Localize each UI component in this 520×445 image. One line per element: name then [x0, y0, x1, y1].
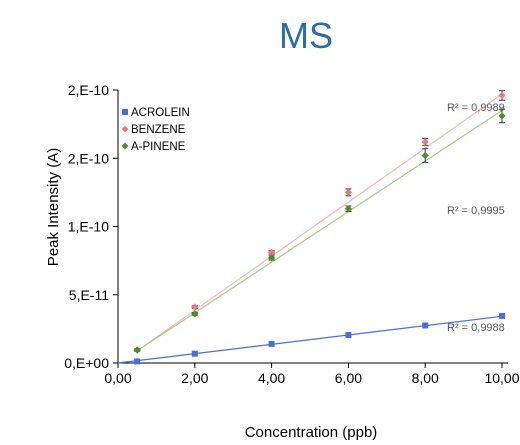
data-point-acrolein — [345, 332, 352, 339]
y-tick-label: 2,E-10 — [68, 150, 109, 166]
data-point-a-pinene — [191, 310, 199, 318]
y-tick-label: 1,E-10 — [68, 219, 109, 235]
x-tick-label: 0,00 — [104, 370, 131, 386]
data-point-benzene — [421, 138, 429, 146]
data-point-acrolein — [499, 312, 505, 319]
data-point-a-pinene — [133, 346, 141, 354]
legend-label: ACROLEIN — [131, 107, 190, 119]
data-point-benzene — [498, 91, 506, 100]
y-tick-label: 2,E-10 — [68, 82, 109, 98]
x-tick-label: 4,00 — [258, 370, 285, 386]
trendlines — [117, 93, 503, 364]
data-point-a-pinene — [498, 112, 506, 120]
trendline-acrolein — [117, 315, 503, 364]
x-axis-label: Concentration (ppb) — [245, 424, 378, 441]
data-point-benzene — [191, 303, 199, 311]
data-markers — [133, 90, 506, 365]
axes: 0,00 2,00 4,00 6,00 8,00 10,00 0,E+00 5,E-11 1,E… — [64, 82, 519, 386]
legend: ACROLEIN BENZENE A-PINENE — [121, 107, 190, 153]
y-tick-label: 5,E-11 — [69, 287, 109, 303]
trendline-a-pinene — [136, 109, 503, 352]
x-tick-label: 2,00 — [181, 370, 208, 386]
legend-marker — [121, 125, 129, 133]
x-tick-label: 8,00 — [412, 370, 439, 386]
data-point-a-pinene — [344, 205, 352, 213]
data-point-acrolein — [268, 340, 275, 347]
data-point-acrolein — [422, 322, 429, 329]
legend-label: A-PINENE — [131, 141, 186, 153]
r-squared-label: R² = 0,9988 — [447, 322, 505, 334]
data-point-acrolein — [134, 358, 141, 365]
r-squared-label: R² = 0,9989 — [447, 102, 505, 114]
legend-marker — [121, 142, 129, 150]
legend-marker — [122, 109, 128, 115]
data-point-benzene — [268, 248, 276, 257]
data-point-acrolein — [191, 350, 198, 357]
chart-title: MS — [279, 15, 333, 56]
data-point-a-pinene — [421, 151, 429, 160]
trendline-benzene — [136, 93, 503, 352]
r-squared-label: R² = 0,9995 — [447, 205, 505, 217]
y-tick-label: 0,E+00 — [64, 355, 109, 371]
x-tick-label: 10,00 — [484, 370, 519, 386]
r-squared-labels: R² = 0,9988 R² = 0,9989 R² = 0,9995 — [447, 102, 505, 334]
x-tick-label: 6,00 — [335, 370, 362, 386]
y-axis-label: Peak Intensity (A) — [45, 148, 62, 266]
data-point-a-pinene — [268, 254, 276, 262]
legend-label: BENZENE — [131, 124, 186, 136]
data-point-benzene — [344, 188, 352, 196]
